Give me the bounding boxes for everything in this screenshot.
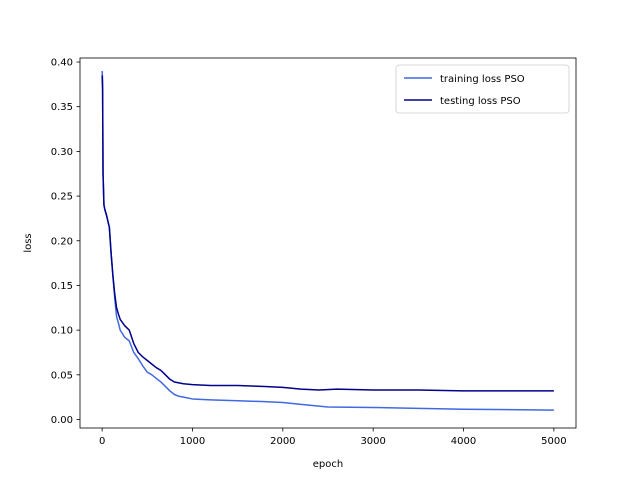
plot-area — [79, 57, 577, 429]
y-tick-label: 0.40 — [51, 58, 73, 69]
y-tick-label: 0.25 — [51, 192, 73, 203]
x-tick-label: 0 — [99, 436, 105, 447]
legend-box — [395, 64, 570, 114]
series-line-testing — [101, 75, 554, 392]
series-line-training — [101, 70, 554, 411]
y-tick-label: 0.30 — [51, 147, 73, 158]
x-tick-label: 4000 — [451, 436, 476, 447]
y-tick-label: 0.05 — [51, 370, 73, 381]
y-tick-label: 0.15 — [51, 281, 73, 292]
legend-label: testing loss PSO — [440, 96, 521, 107]
x-tick-label: 5000 — [541, 436, 566, 447]
x-axis-label: epoch — [313, 459, 343, 470]
y-tick-label: 0.20 — [51, 236, 73, 247]
axes-frame — [79, 57, 577, 429]
legend: training loss PSO testing loss PSO — [395, 64, 570, 114]
x-axis-ticks: 0 1000 2000 3000 4000 5000 — [99, 428, 567, 447]
x-tick-label: 3000 — [360, 436, 385, 447]
y-tick-label: 0.35 — [51, 102, 73, 113]
y-axis-ticks: 0.00 0.05 0.10 0.15 0.20 0.25 0.30 0.35 0.40 — [51, 58, 80, 426]
y-axis-label: loss — [23, 233, 34, 252]
y-tick-label: 0.00 — [51, 415, 73, 426]
x-tick-label: 1000 — [180, 436, 205, 447]
x-tick-label: 2000 — [270, 436, 295, 447]
y-tick-label: 0.10 — [51, 326, 73, 337]
legend-label: training loss PSO — [440, 74, 525, 85]
